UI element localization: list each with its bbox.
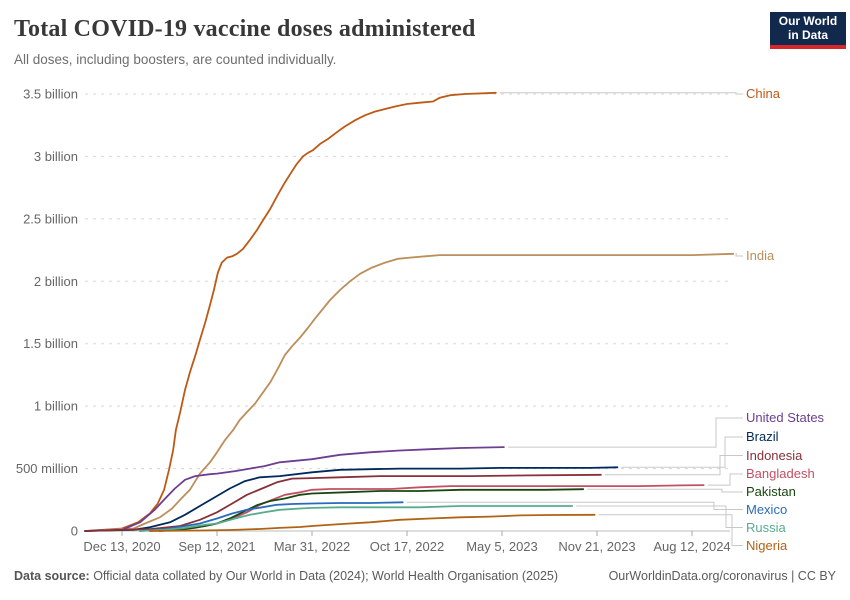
legend-connector-brazil [621, 436, 743, 468]
page-title: Total COVID-19 vaccine doses administere… [14, 16, 476, 42]
chart-footer: Data source: Official data collated by O… [14, 569, 836, 583]
series-label-mexico[interactable]: Mexico [746, 501, 788, 517]
y-axis-tick-label: 500 million [16, 461, 78, 476]
series-label-indonesia[interactable]: Indonesia [746, 447, 803, 463]
y-axis-tick-label: 3.5 billion [23, 87, 78, 102]
series-label-pakistan[interactable]: Pakistan [746, 484, 796, 499]
x-axis-tick-label: Mar 31, 2022 [274, 539, 351, 554]
x-axis-tick-label: Aug 12, 2024 [653, 539, 730, 554]
series-label-china[interactable]: China [746, 86, 780, 101]
owid-logo[interactable]: Our World in Data [770, 12, 846, 49]
x-axis-tick-label: Sep 12, 2021 [178, 539, 255, 554]
series-label-united-states[interactable]: United States [746, 410, 825, 425]
y-axis-tick-label: 1.5 billion [23, 336, 78, 351]
series-label-india[interactable]: India [746, 248, 775, 263]
x-axis-tick-label: Nov 21, 2023 [558, 539, 635, 554]
series-line-pakistan[interactable] [158, 488, 585, 532]
series-line-china[interactable] [84, 91, 497, 532]
y-axis-tick-label: 1 billion [34, 399, 78, 414]
page-subtitle: All doses, including boosters, are count… [14, 52, 337, 67]
series-line-bangladesh[interactable] [148, 484, 705, 532]
legend-connector-india [735, 253, 743, 257]
legend-connector-nigeria [598, 514, 743, 546]
data-source-body: Official data collated by Our World in D… [89, 569, 559, 583]
series-line-indonesia[interactable] [84, 473, 602, 532]
series-line-united-states[interactable] [84, 446, 505, 532]
series-label-bangladesh[interactable]: Bangladesh [746, 466, 815, 481]
series-line-nigeria[interactable] [148, 513, 596, 532]
legend-connector-united-states [507, 417, 743, 448]
x-axis-tick-label: Oct 17, 2022 [370, 539, 444, 554]
y-axis-tick-label: 2.5 billion [23, 211, 78, 226]
y-axis-tick-label: 0 [71, 524, 78, 539]
legend-connector-bangladesh [707, 473, 743, 486]
owid-coronavirus-link[interactable]: OurWorldinData.org/coronavirus [608, 569, 788, 583]
license-badge: CC BY [797, 569, 836, 583]
owid-logo-line1: Our World [778, 14, 838, 28]
series-label-russia[interactable]: Russia [746, 519, 786, 535]
footer-separator: | [787, 569, 798, 583]
series-label-nigeria[interactable]: Nigeria [746, 537, 788, 553]
series-line-brazil[interactable] [84, 466, 619, 532]
data-source-text: Data source: Official data collated by O… [14, 569, 558, 583]
owid-logo-line2: in Data [787, 27, 828, 42]
x-axis-tick-label: Dec 13, 2020 [83, 539, 160, 554]
series-line-mexico[interactable] [139, 501, 404, 532]
data-source-label: Data source: [14, 569, 90, 583]
footer-right: OurWorldinData.org/coronavirus | CC BY [609, 569, 836, 583]
y-axis-tick-label: 2 billion [34, 274, 78, 289]
series-label-brazil[interactable]: Brazil [746, 429, 779, 444]
x-axis-tick-label: May 5, 2023 [466, 539, 538, 554]
y-axis-tick-label: 3 billion [34, 149, 78, 164]
series-line-russia[interactable] [139, 505, 574, 532]
legend-connector-russia [576, 505, 743, 528]
legend-connector-china [499, 92, 743, 95]
series-line-india[interactable] [84, 252, 735, 532]
legend-connector-indonesia [604, 455, 743, 476]
legend-connector-pakistan [587, 488, 743, 493]
